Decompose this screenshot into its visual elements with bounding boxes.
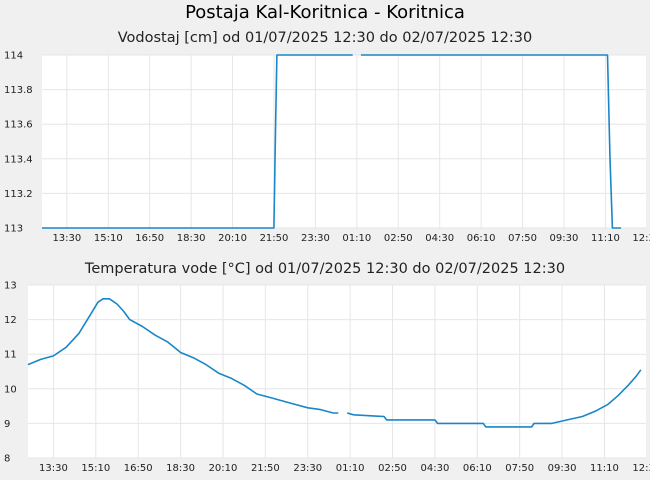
water-temperature-x-tick-label: 12:30 (632, 463, 650, 474)
water-level-x-tick-label: 06:10 (467, 233, 496, 244)
water-temperature-series-line (27, 297, 339, 414)
water-temperature-y-tick-label: 8 (4, 454, 10, 465)
water-level-y-tick-label: 113.8 (4, 85, 33, 96)
water-level-x-tick-label: 16:50 (135, 233, 164, 244)
water-level-x-tick-label: 09:30 (550, 233, 579, 244)
water-temperature-x-tick-label: 16:50 (124, 463, 153, 474)
water-temperature-x-tick-label: 09:30 (548, 463, 577, 474)
water-temperature-y-tick-label: 13 (4, 281, 17, 292)
water-level-y-tick-label: 113.6 (4, 120, 33, 131)
water-level-x-tick-label: 13:30 (52, 233, 81, 244)
water-temperature-x-tick-label: 01:10 (336, 463, 365, 474)
water-level-x-tick-label: 21:50 (260, 233, 289, 244)
water-temperature-x-tick-label: 11:10 (590, 463, 619, 474)
water-level-x-tick-label: 02:50 (384, 233, 413, 244)
water-level-y-tick-label: 114 (4, 51, 23, 62)
water-temperature-y-tick-label: 12 (4, 315, 17, 326)
water-level-x-tick-label: 15:10 (94, 233, 123, 244)
water-level-y-tick-label: 113.2 (4, 189, 33, 200)
water-temperature-x-tick-label: 02:50 (378, 463, 407, 474)
water-level-x-tick-label: 07:50 (508, 233, 537, 244)
water-temperature-x-tick-label: 20:10 (209, 463, 238, 474)
water-temperature-series-line (346, 369, 642, 428)
water-level-x-tick-label: 20:10 (218, 233, 247, 244)
water-level-x-tick-label: 04:30 (425, 233, 454, 244)
page-title: Postaja Kal-Koritnica - Koritnica (185, 2, 465, 23)
water-temperature-x-tick-label: 23:30 (293, 463, 322, 474)
water-temperature-x-tick-label: 18:30 (166, 463, 195, 474)
water-temperature-plot-area (28, 285, 646, 458)
water-level-plot-area (42, 55, 646, 228)
water-level-chart-title: Vodostaj [cm] od 01/07/2025 12:30 do 02/… (117, 30, 533, 46)
water-level-x-tick-label: 01:10 (342, 233, 371, 244)
water-temperature-x-tick-label: 06:10 (463, 463, 492, 474)
water-level-x-tick-label: 23:30 (301, 233, 330, 244)
water-level-x-tick-label: 12:30 (632, 233, 650, 244)
water-temperature-x-tick-label: 07:50 (505, 463, 534, 474)
water-level-y-tick-label: 113.4 (4, 154, 33, 165)
water-level-y-tick-label: 113 (4, 224, 23, 235)
water-temperature-x-tick-label: 13:30 (39, 463, 68, 474)
water-temperature-x-tick-label: 21:50 (251, 463, 280, 474)
water-temperature-x-tick-label: 15:10 (81, 463, 110, 474)
water-level-series-line (42, 54, 353, 229)
water-temperature-y-tick-label: 10 (4, 384, 17, 395)
water-temperature-chart-title: Temperatura vode [°C] od 01/07/2025 12:3… (84, 261, 566, 277)
water-level-series-line (360, 54, 622, 229)
water-level-x-tick-label: 11:10 (591, 233, 620, 244)
water-temperature-y-tick-label: 9 (4, 419, 10, 430)
water-temperature-x-tick-label: 04:30 (420, 463, 449, 474)
water-temperature-y-tick-label: 11 (4, 350, 17, 361)
water-level-x-tick-label: 18:30 (177, 233, 206, 244)
